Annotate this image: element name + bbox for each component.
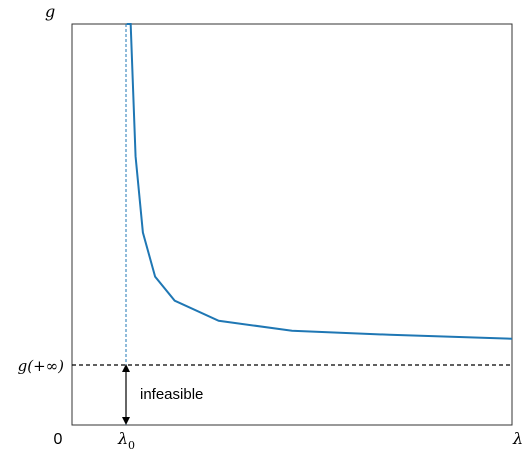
vertical-asymptote-subscript: 0 bbox=[128, 439, 135, 452]
series-curve bbox=[126, 23, 513, 340]
plot-frame bbox=[71, 23, 513, 426]
vertical-asymptote-label: λ bbox=[117, 429, 128, 448]
y-axis-label: g bbox=[45, 2, 55, 21]
infeasible-label: infeasible bbox=[140, 386, 203, 403]
horizontal-asymptote-label: g(+∞) bbox=[18, 357, 65, 375]
origin-label: 0 bbox=[54, 431, 63, 448]
infeasible-arrow bbox=[122, 364, 130, 425]
series-points bbox=[126, 23, 513, 339]
x-axis-label: λ bbox=[512, 429, 523, 448]
